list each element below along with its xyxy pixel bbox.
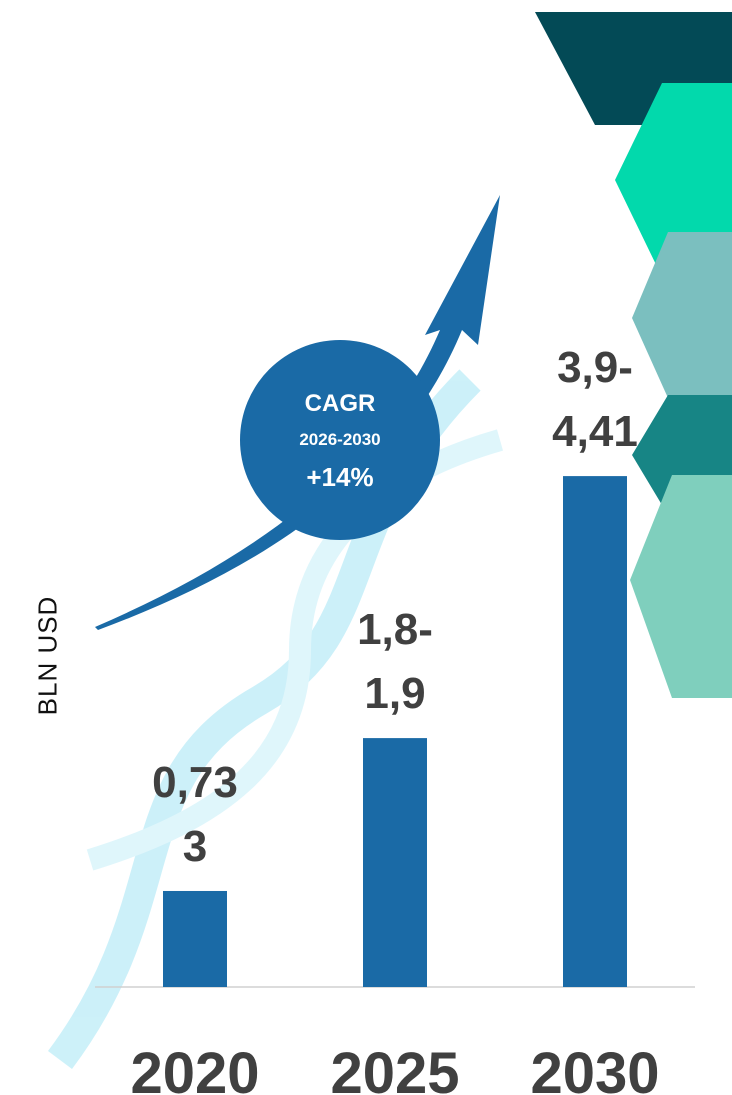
y-axis-label: BLN USD (32, 595, 63, 716)
value-label: 1,8-1,9 (357, 605, 433, 719)
x-tick-label: 2025 (330, 1041, 460, 1095)
cagr-circle (240, 340, 440, 540)
annotation: 2026-2030 (299, 430, 381, 449)
x-tick-label: 2020 (130, 1041, 260, 1095)
bar (163, 890, 227, 987)
bar (363, 738, 427, 987)
annotation: +14% (306, 462, 374, 492)
hexagon (630, 475, 732, 698)
value-label: 3,9-4,41 (552, 343, 638, 457)
value-label: 0,733 (152, 757, 238, 871)
bar (563, 476, 627, 987)
annotation: CAGR (304, 390, 376, 417)
x-tick-label: 2030 (530, 1041, 660, 1095)
hexagon (632, 232, 732, 398)
hexagon (615, 83, 732, 277)
